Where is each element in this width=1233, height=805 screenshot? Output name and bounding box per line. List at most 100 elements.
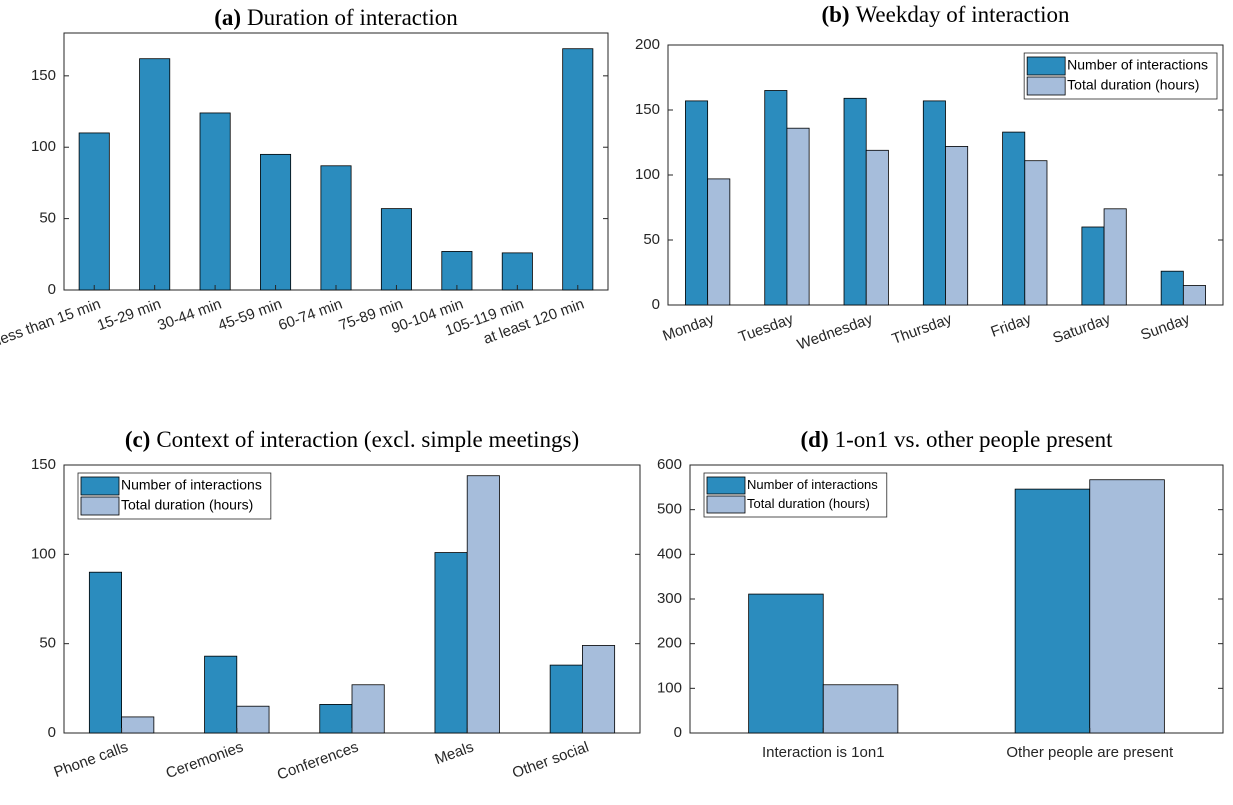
y-tick-label: 500 bbox=[657, 501, 682, 518]
bar bbox=[1081, 226, 1105, 306]
x-tick-label: 30-44 min bbox=[155, 296, 223, 335]
y-tick-label: 0 bbox=[674, 724, 682, 741]
legend-swatch bbox=[706, 476, 746, 495]
panel-label: (d) bbox=[801, 427, 829, 452]
y-tick-label: 150 bbox=[31, 67, 56, 84]
bar bbox=[707, 178, 731, 306]
bar bbox=[88, 571, 123, 734]
y-tick-label: 0 bbox=[48, 724, 56, 741]
legend: Number of interactions Total duration (ho… bbox=[1023, 52, 1218, 100]
y-tick-label: 150 bbox=[635, 101, 660, 118]
bar bbox=[434, 552, 468, 734]
y-tick-label: 100 bbox=[31, 545, 56, 562]
bar bbox=[380, 208, 412, 291]
y-tick-label: 600 bbox=[657, 456, 682, 473]
y-tick-label: 50 bbox=[39, 210, 56, 227]
bar bbox=[121, 716, 155, 734]
bar bbox=[199, 112, 231, 291]
legend-swatch bbox=[1026, 56, 1066, 76]
bar bbox=[1089, 479, 1165, 734]
bar bbox=[1002, 131, 1026, 306]
legend-label: Total duration (hours) bbox=[1067, 77, 1199, 93]
x-tick-label: Interaction is 1on1 bbox=[762, 744, 885, 761]
x-tick-label: Wednesday bbox=[795, 310, 875, 353]
x-tick-label: Meals bbox=[433, 739, 476, 769]
bar bbox=[1182, 285, 1206, 306]
bar bbox=[843, 97, 867, 306]
legend-swatch bbox=[1026, 76, 1066, 96]
bar bbox=[922, 100, 946, 306]
y-tick-label: 100 bbox=[31, 138, 56, 155]
panel-label: (c) bbox=[125, 427, 151, 452]
bar bbox=[1160, 270, 1184, 306]
bar bbox=[1103, 208, 1127, 306]
legend-swatch bbox=[80, 496, 120, 516]
x-tick-label: Thursday bbox=[890, 310, 955, 348]
panel-title: (b) Weekday of interaction bbox=[821, 2, 1070, 27]
bar bbox=[466, 475, 500, 734]
x-tick-label: Saturday bbox=[1051, 310, 1114, 347]
bar bbox=[764, 90, 788, 306]
bar bbox=[822, 684, 899, 734]
x-tick-label: Monday bbox=[660, 310, 716, 344]
x-tick-label: Tuesday bbox=[736, 310, 796, 346]
bar bbox=[549, 664, 583, 734]
bar bbox=[1024, 160, 1048, 306]
y-tick-label: 100 bbox=[657, 679, 682, 696]
legend-label: Number of interactions bbox=[1067, 57, 1208, 73]
bar bbox=[865, 149, 889, 306]
bar bbox=[582, 645, 616, 734]
x-tick-label: 45-59 min bbox=[216, 296, 284, 335]
legend-label: Number of interactions bbox=[121, 477, 262, 493]
bar bbox=[320, 165, 352, 291]
bar bbox=[441, 251, 473, 291]
bar bbox=[1014, 488, 1091, 734]
panel: (a) Duration of interaction 0 50 100 150 less … bbox=[0, 5, 609, 349]
x-tick-label: Phone calls bbox=[52, 739, 131, 782]
panel-title: (a) Duration of interaction bbox=[214, 5, 458, 30]
y-tick-label: 50 bbox=[643, 231, 660, 248]
panel-title: (c) Context of interaction (excl. simple … bbox=[125, 427, 579, 452]
panel-title: (d) 1-on1 vs. other people present bbox=[801, 427, 1114, 452]
legend-swatch bbox=[706, 495, 746, 514]
x-tick-label: Sunday bbox=[1138, 310, 1192, 344]
legend-label: Total duration (hours) bbox=[747, 496, 870, 511]
x-tick-label: Other people are present bbox=[1006, 744, 1174, 761]
bar bbox=[236, 705, 270, 734]
bar bbox=[501, 252, 533, 291]
panel-label: (b) bbox=[821, 2, 849, 27]
legend-swatch bbox=[80, 476, 120, 496]
y-tick-label: 50 bbox=[39, 635, 56, 652]
bar bbox=[139, 58, 171, 291]
x-tick-label: 60-74 min bbox=[276, 296, 344, 335]
legend-label: Number of interactions bbox=[747, 477, 878, 492]
y-tick-label: 0 bbox=[48, 281, 56, 298]
legend-label: Total duration (hours) bbox=[121, 497, 253, 513]
panel: (c) Context of interaction (excl. simple … bbox=[31, 427, 641, 784]
bar bbox=[786, 127, 810, 306]
title-text: Weekday of interaction bbox=[856, 2, 1070, 27]
bar bbox=[319, 704, 353, 734]
title-text: Duration of interaction bbox=[247, 5, 458, 30]
bar bbox=[562, 48, 594, 291]
x-tick-label: less than 15 min bbox=[0, 296, 103, 349]
y-tick-label: 200 bbox=[635, 36, 660, 53]
y-tick-label: 400 bbox=[657, 545, 682, 562]
bar bbox=[260, 153, 292, 291]
y-tick-label: 0 bbox=[652, 296, 660, 313]
bar bbox=[945, 145, 969, 306]
title-text: Context of interaction (excl. simple mee… bbox=[156, 427, 579, 452]
y-tick-label: 200 bbox=[657, 635, 682, 652]
panel-label: (a) bbox=[214, 5, 241, 30]
x-tick-label: Friday bbox=[989, 310, 1034, 340]
legend: Number of interactions Total duration (ho… bbox=[77, 472, 272, 520]
x-tick-label: Other social bbox=[510, 739, 591, 782]
bar bbox=[685, 100, 709, 306]
title-text: 1-on1 vs. other people present bbox=[835, 427, 1113, 452]
x-tick-label: Ceremonies bbox=[164, 739, 246, 783]
bar bbox=[204, 655, 238, 734]
bar bbox=[351, 684, 385, 734]
x-tick-label: Conferences bbox=[275, 739, 361, 784]
x-tick-label: 15-29 min bbox=[95, 296, 163, 335]
